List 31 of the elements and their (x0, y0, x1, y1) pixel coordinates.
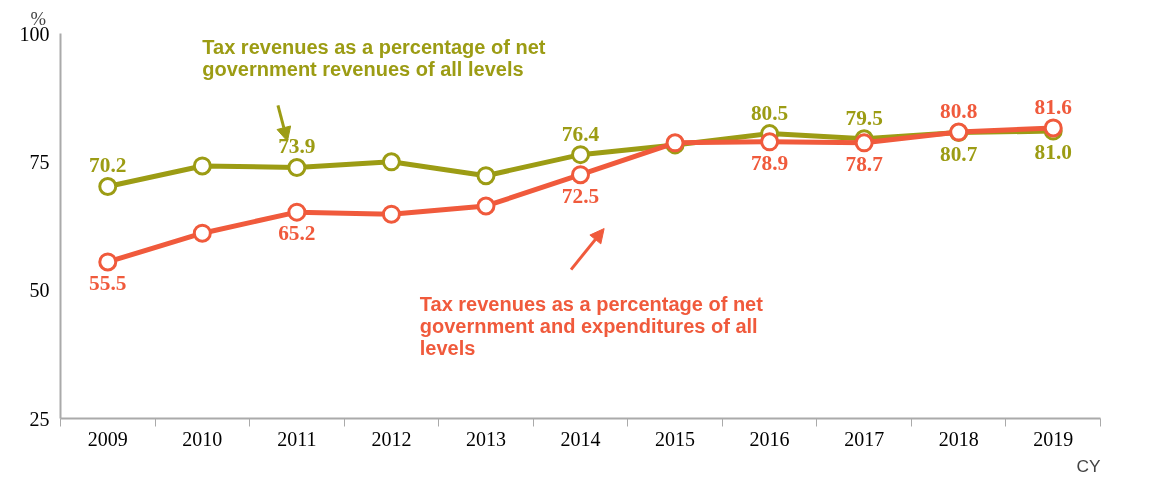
x-tick-label: 2010 (182, 427, 223, 450)
x-tick-label: 2009 (87, 427, 128, 450)
x-tick-label: 2016 (749, 427, 790, 450)
y-tick-label: 50 (29, 279, 50, 302)
data-label: 81.6 (1034, 94, 1073, 119)
data-label: 70.2 (89, 153, 127, 178)
data-label: 78.7 (845, 151, 884, 176)
annotation: Tax revenues as a percentage of net government revenues of all levels (202, 36, 546, 81)
x-tick-label: 2011 (277, 427, 317, 450)
x-tick-label: 2015 (655, 427, 696, 450)
y-tick-label: 75 (29, 150, 50, 173)
x-tick-label: 2018 (938, 427, 979, 450)
data-label: 79.5 (845, 105, 883, 130)
data-label: 80.7 (940, 141, 978, 166)
data-label: 80.5 (750, 100, 789, 125)
data-label: 72.5 (561, 183, 600, 208)
x-tick-label: 2019 (1033, 427, 1074, 450)
data-label: 65.2 (278, 221, 316, 246)
data-label: 81.0 (1034, 140, 1072, 165)
x-axis-title: CY (1076, 455, 1101, 476)
x-tick-label: 2012 (371, 427, 412, 450)
data-label: 55.5 (89, 270, 127, 295)
x-tick-label: 2014 (560, 427, 601, 450)
x-tick-label: 2017 (844, 427, 885, 450)
annotation: Tax revenues as a percentage of net government and expenditures of all levels (419, 292, 764, 359)
x-tick-label: 2013 (465, 427, 506, 450)
data-label: 78.9 (750, 150, 789, 175)
data-label: 73.9 (278, 134, 316, 159)
data-label: 80.8 (940, 99, 978, 124)
y-tick-label: 25 (29, 407, 50, 430)
data-label: 76.4 (561, 121, 600, 146)
